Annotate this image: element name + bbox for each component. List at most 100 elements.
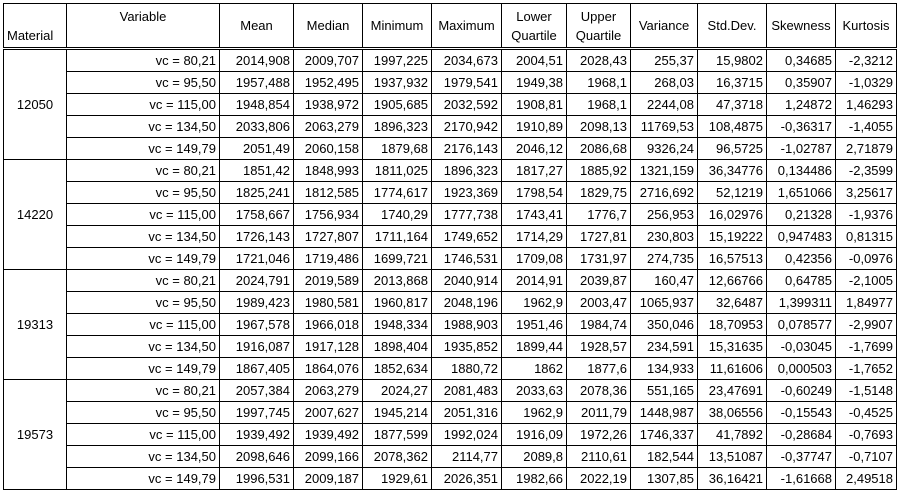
value-cell: -0,4525 xyxy=(835,401,897,424)
value-cell: 1980,581 xyxy=(293,291,363,314)
value-cell: 2019,589 xyxy=(293,269,363,292)
value-cell: 2063,279 xyxy=(293,115,363,138)
value-cell: 2026,351 xyxy=(431,467,502,490)
value-cell: 1982,66 xyxy=(501,467,567,490)
value-cell: 1929,61 xyxy=(362,467,432,490)
table-row: vc = 95,50 1957,488 1952,495 1937,932 1979,5… xyxy=(4,71,897,94)
value-cell: 2051,49 xyxy=(219,137,294,160)
value-cell: 1949,38 xyxy=(501,71,567,94)
table-header: Material Variable Mean Median Minimum Ma… xyxy=(3,3,897,50)
table-row: vc = 149,79 1721,046 1719,486 1699,721 1746,… xyxy=(4,247,897,270)
table-row: vc = 115,00 1967,578 1966,018 1948,334 1988,… xyxy=(4,313,897,336)
value-cell: 2004,51 xyxy=(501,48,567,72)
table-row: vc = 95,50 1989,423 1980,581 1960,817 2048,1… xyxy=(4,291,897,314)
value-cell: 1923,369 xyxy=(431,181,502,204)
value-cell: 2003,47 xyxy=(566,291,631,314)
value-cell: 1938,972 xyxy=(293,93,363,116)
value-cell: 2048,196 xyxy=(431,291,502,314)
value-cell: 1798,54 xyxy=(501,181,567,204)
material-cell: 19313 xyxy=(3,269,67,380)
value-cell: 2032,592 xyxy=(431,93,502,116)
value-cell: 1916,09 xyxy=(501,423,567,446)
value-cell: 2,49518 xyxy=(835,467,897,490)
value-cell: 1740,29 xyxy=(362,203,432,226)
value-cell: 1749,652 xyxy=(431,225,502,248)
value-cell: 1899,44 xyxy=(501,335,567,358)
value-cell: 2014,91 xyxy=(501,269,567,292)
value-cell: 16,02976 xyxy=(697,203,767,226)
value-cell: 2009,707 xyxy=(293,48,363,72)
value-cell: 38,06556 xyxy=(697,401,767,424)
table-row: 12050 vc = 80,21 2014,908 2009,707 1997,225 2… xyxy=(3,48,897,160)
value-cell: 1957,488 xyxy=(219,71,294,94)
header-upper-quartile-line1: Upper xyxy=(580,8,617,24)
value-cell: 2028,43 xyxy=(566,48,631,72)
value-cell: 15,31635 xyxy=(697,335,767,358)
value-cell: 2014,908 xyxy=(219,48,294,72)
value-cell: 2098,13 xyxy=(566,115,631,138)
variable-cell: vc = 149,79 xyxy=(66,137,220,160)
value-cell: 1746,337 xyxy=(630,423,698,446)
value-cell: 2024,791 xyxy=(219,269,294,292)
value-cell: 160,47 xyxy=(630,269,698,292)
value-cell: 1896,323 xyxy=(362,115,432,138)
header-std-dev: Std.Dev. xyxy=(697,3,767,50)
value-cell: 256,953 xyxy=(630,203,698,226)
value-cell: 1,46293 xyxy=(835,93,897,116)
value-cell: 0,81315 xyxy=(835,225,897,248)
value-cell: 0,35907 xyxy=(766,71,836,94)
value-cell: 1939,492 xyxy=(219,423,294,446)
value-cell: -1,7699 xyxy=(835,335,897,358)
statistics-table: Material Variable Mean Median Minimum Ma… xyxy=(3,3,897,490)
value-cell: 12,66766 xyxy=(697,269,767,292)
value-cell: 1,84977 xyxy=(835,291,897,314)
value-cell: 36,34776 xyxy=(697,159,767,182)
value-cell: 2081,483 xyxy=(431,379,502,402)
value-cell: -0,60249 xyxy=(766,379,836,402)
value-cell: 2060,158 xyxy=(293,137,363,160)
value-cell: 1817,27 xyxy=(501,159,567,182)
value-cell: 1727,807 xyxy=(293,225,363,248)
value-cell: -0,28684 xyxy=(766,423,836,446)
value-cell: 2024,27 xyxy=(362,379,432,402)
value-cell: 1996,531 xyxy=(219,467,294,490)
value-cell: 1962,9 xyxy=(501,401,567,424)
value-cell: 2078,362 xyxy=(362,445,432,468)
value-cell: -2,3599 xyxy=(835,159,897,182)
value-cell: 1777,738 xyxy=(431,203,502,226)
value-cell: 2110,61 xyxy=(566,445,631,468)
value-cell: 182,544 xyxy=(630,445,698,468)
variable-cell: vc = 95,50 xyxy=(66,71,220,94)
value-cell: -1,9376 xyxy=(835,203,897,226)
header-minimum: Minimum xyxy=(362,3,432,50)
value-cell: 32,6487 xyxy=(697,291,767,314)
value-cell: 1851,42 xyxy=(219,159,294,182)
value-cell: 1945,214 xyxy=(362,401,432,424)
table-row: vc = 134,50 1916,087 1917,128 1898,404 1935,… xyxy=(4,335,897,358)
value-cell: 268,03 xyxy=(630,71,698,94)
value-cell: 9326,24 xyxy=(630,137,698,160)
value-cell: 234,591 xyxy=(630,335,698,358)
value-cell: 2063,279 xyxy=(293,379,363,402)
variable-cell: vc = 115,00 xyxy=(66,203,220,226)
value-cell: 1867,405 xyxy=(219,357,294,380)
value-cell: 0,078577 xyxy=(766,313,836,336)
value-cell: -1,5148 xyxy=(835,379,897,402)
value-cell: 2011,79 xyxy=(566,401,631,424)
table-body: 12050 vc = 80,21 2014,908 2009,707 1997,225 2… xyxy=(3,48,897,490)
value-cell: 1864,076 xyxy=(293,357,363,380)
value-cell: 1966,018 xyxy=(293,313,363,336)
value-cell: 230,803 xyxy=(630,225,698,248)
value-cell: 1880,72 xyxy=(431,357,502,380)
value-cell: 1905,685 xyxy=(362,93,432,116)
value-cell: 1910,89 xyxy=(501,115,567,138)
value-cell: 1992,024 xyxy=(431,423,502,446)
value-cell: 1989,423 xyxy=(219,291,294,314)
value-cell: 1719,486 xyxy=(293,247,363,270)
value-cell: 1756,934 xyxy=(293,203,363,226)
table-row: vc = 95,50 1997,745 2007,627 1945,214 2051,3… xyxy=(4,401,897,424)
value-cell: 1896,323 xyxy=(431,159,502,182)
value-cell: 96,5725 xyxy=(697,137,767,160)
value-cell: 2007,627 xyxy=(293,401,363,424)
value-cell: 0,21328 xyxy=(766,203,836,226)
